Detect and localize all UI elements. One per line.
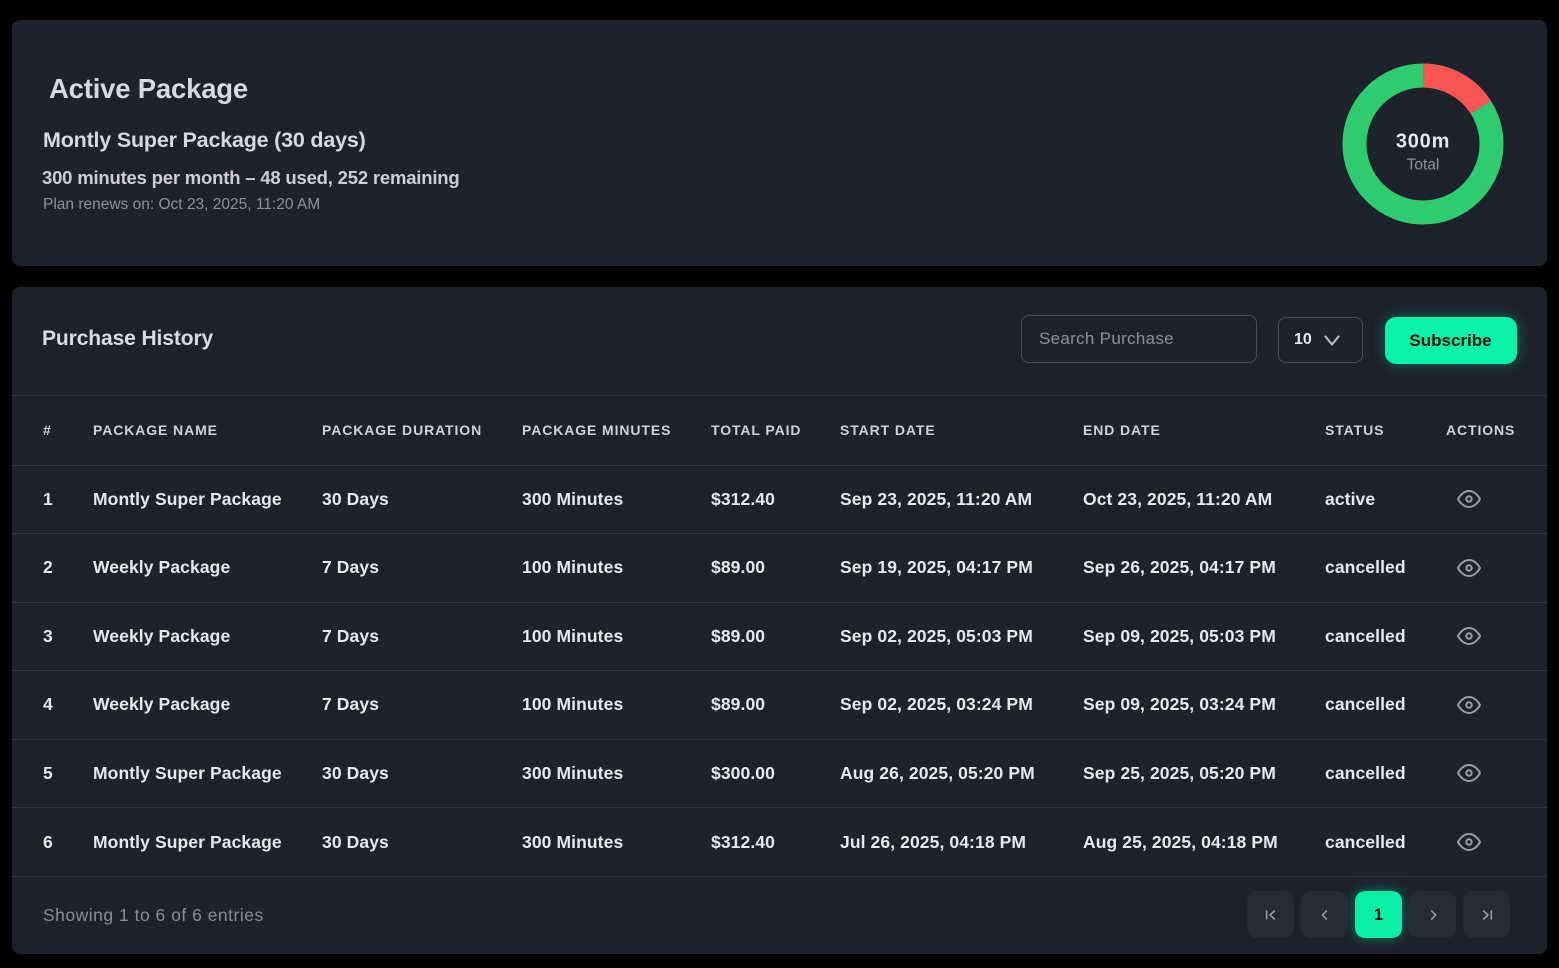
svg-text:Total: Total [1406, 156, 1439, 173]
svg-text:300m: 300m [1395, 130, 1449, 152]
